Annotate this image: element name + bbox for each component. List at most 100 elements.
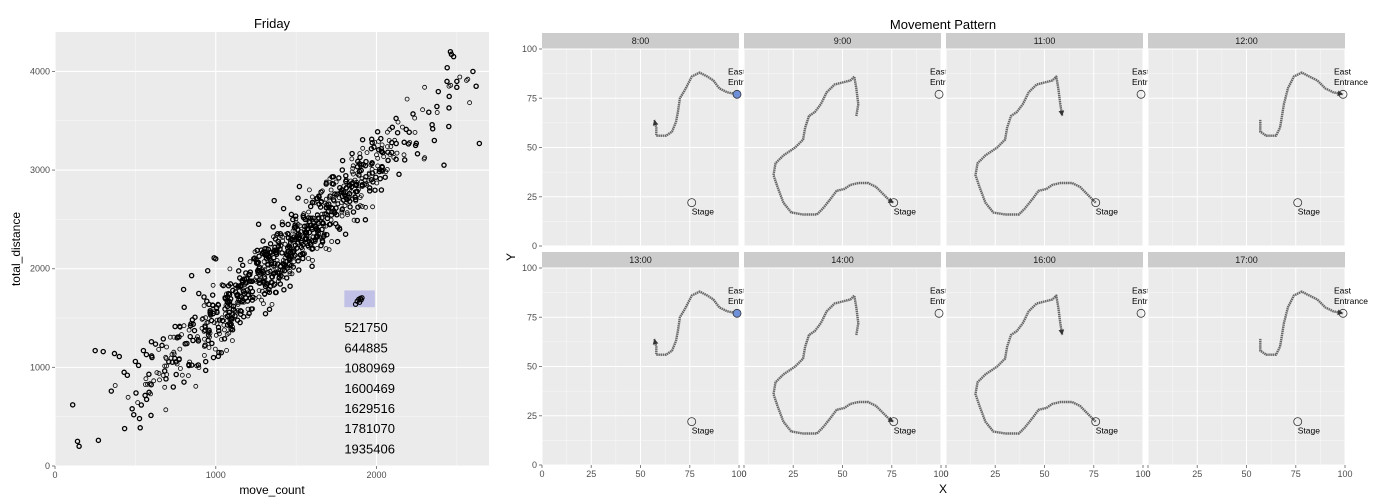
location-marker-stage [889, 198, 899, 208]
location-marker-stage [687, 417, 697, 427]
data-point [193, 383, 199, 389]
data-point [309, 199, 316, 206]
facet-strip-label: 13:00 [629, 255, 652, 265]
data-point [429, 126, 436, 132]
data-point [353, 194, 359, 200]
data-point [95, 437, 102, 444]
selected-id: 521750 [344, 320, 387, 335]
data-point [234, 317, 241, 323]
data-point [257, 280, 262, 286]
data-point [399, 124, 405, 130]
data-point [255, 221, 262, 228]
data-point [250, 306, 256, 312]
data-point [348, 188, 354, 194]
data-point [269, 301, 275, 307]
facet-strip-label: 12:00 [1235, 36, 1258, 46]
data-point [138, 402, 145, 408]
data-point [219, 317, 226, 324]
data-point [319, 226, 325, 233]
data-point [278, 242, 284, 248]
data-point [214, 321, 220, 327]
data-point [414, 151, 421, 157]
y-tick-label: 2000 [30, 264, 50, 274]
data-point [366, 188, 373, 194]
data-point [327, 221, 334, 227]
data-point [368, 136, 375, 143]
data-point [288, 211, 295, 218]
data-point [404, 96, 410, 102]
data-point [201, 343, 207, 349]
x-tick-label: 50 [635, 469, 645, 479]
data-point [306, 209, 312, 215]
data-point [366, 171, 372, 177]
data-point [384, 129, 390, 135]
data-point [354, 217, 361, 224]
data-point [169, 352, 175, 357]
data-point [156, 370, 162, 376]
movement-pattern-chart: Movement PatternXY8:000255075100EastEntr… [504, 17, 1368, 496]
data-point [227, 266, 233, 272]
location-marker-east-entrance [934, 89, 944, 99]
data-point [234, 291, 241, 298]
data-point [129, 406, 135, 412]
data-point [406, 129, 412, 135]
data-point [370, 179, 376, 185]
data-point [363, 204, 369, 210]
data-point [337, 184, 343, 191]
data-point [326, 195, 332, 201]
data-point [271, 281, 278, 287]
data-point [199, 325, 205, 331]
data-point [151, 378, 157, 384]
facet-title: Movement Pattern [890, 17, 996, 32]
data-point [305, 256, 311, 261]
location-label-line: East [930, 285, 948, 295]
data-point [401, 152, 407, 158]
data-point [374, 129, 381, 135]
x-tick-label: 25 [990, 469, 1000, 479]
data-point [309, 246, 315, 252]
data-point [296, 267, 302, 273]
data-point [253, 274, 259, 280]
data-point [350, 163, 356, 169]
data-point [315, 215, 321, 221]
data-point [111, 350, 118, 357]
data-point [362, 217, 369, 223]
data-point [446, 123, 452, 130]
data-point [412, 115, 418, 121]
data-point [333, 192, 339, 198]
data-point [226, 309, 232, 315]
data-point [344, 210, 350, 216]
data-point [334, 212, 340, 218]
data-point [268, 279, 274, 285]
data-point [370, 204, 376, 210]
x-tick-label: 0 [741, 469, 746, 479]
data-point [318, 199, 324, 205]
data-point [379, 164, 386, 171]
data-point [339, 206, 345, 212]
data-point [143, 351, 150, 358]
data-point [160, 336, 167, 342]
data-point [270, 224, 276, 230]
data-point [143, 376, 149, 382]
scatter-chart-friday: 0 1000 2000 0 1000 2000 3000 4000 Friday move_cou… [9, 16, 489, 497]
data-point [323, 205, 329, 211]
movement-path [653, 290, 738, 356]
data-point [351, 217, 357, 223]
data-point [177, 346, 183, 352]
data-point [181, 379, 187, 385]
data-point [187, 333, 193, 340]
data-point [314, 233, 321, 240]
data-point [349, 150, 355, 157]
data-point [366, 185, 373, 191]
data-point [221, 327, 227, 333]
data-point [264, 280, 270, 286]
data-point [342, 203, 348, 208]
data-point [382, 174, 388, 180]
data-point [342, 231, 349, 237]
location-label-line: East [1334, 285, 1352, 295]
data-point [355, 204, 361, 210]
data-point [262, 267, 268, 273]
data-point [303, 198, 309, 204]
data-point [204, 298, 210, 304]
